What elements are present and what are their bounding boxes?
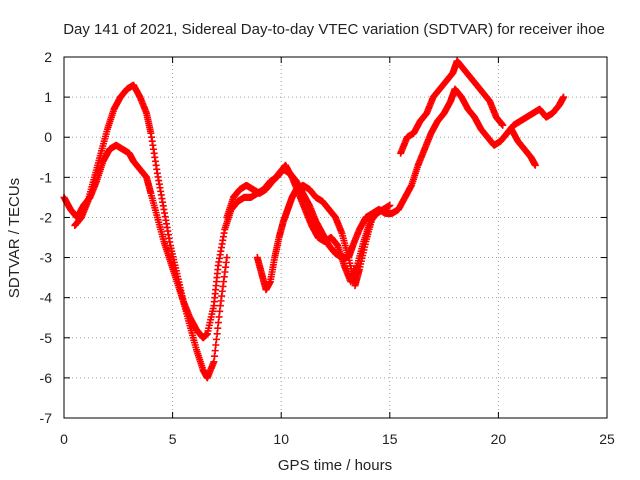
x-axis-label: GPS time / hours bbox=[278, 457, 392, 474]
y-tick-label: 1 bbox=[44, 89, 52, 105]
x-tick-label: 15 bbox=[382, 431, 398, 447]
data-point bbox=[531, 161, 539, 169]
x-tick-label: 5 bbox=[169, 431, 177, 447]
x-tick-label: 10 bbox=[273, 431, 289, 447]
y-axis-label: SDTVAR / TECUs bbox=[6, 178, 23, 298]
chart-title: Day 141 of 2021, Sidereal Day-to-day VTE… bbox=[63, 21, 605, 38]
plot-frame bbox=[63, 56, 608, 419]
series-arc-3 bbox=[223, 161, 394, 286]
tick-labels: 0 5 10 15 20 25 -7 -6 -5 -4 -3 -2 -1 0 1 2 bbox=[40, 49, 615, 447]
x-tick-label: 20 bbox=[491, 431, 507, 447]
y-tick-label: -5 bbox=[40, 330, 53, 346]
series-arc-6 bbox=[507, 125, 539, 169]
series-arc-4 bbox=[253, 181, 376, 294]
y-tick-label: 0 bbox=[44, 129, 52, 145]
data-point bbox=[223, 254, 231, 262]
y-tick-label: -4 bbox=[40, 290, 53, 306]
series-arc-1 bbox=[60, 85, 568, 342]
data-point bbox=[368, 213, 376, 221]
series-arc-2 bbox=[71, 81, 231, 382]
y-tick-label: -2 bbox=[40, 209, 53, 225]
y-tick-label: -3 bbox=[40, 250, 53, 266]
data-point bbox=[560, 93, 568, 101]
x-tick-label: 0 bbox=[60, 431, 68, 447]
data-point bbox=[386, 201, 394, 209]
data-points bbox=[60, 57, 568, 382]
data-point bbox=[499, 121, 507, 129]
y-tick-label: -7 bbox=[40, 410, 53, 426]
x-tick-label: 25 bbox=[599, 431, 615, 447]
y-tick-label: -1 bbox=[40, 169, 53, 185]
y-tick-label: -6 bbox=[40, 370, 53, 386]
series-arc-5 bbox=[397, 57, 507, 157]
y-tick-label: 2 bbox=[44, 49, 52, 65]
